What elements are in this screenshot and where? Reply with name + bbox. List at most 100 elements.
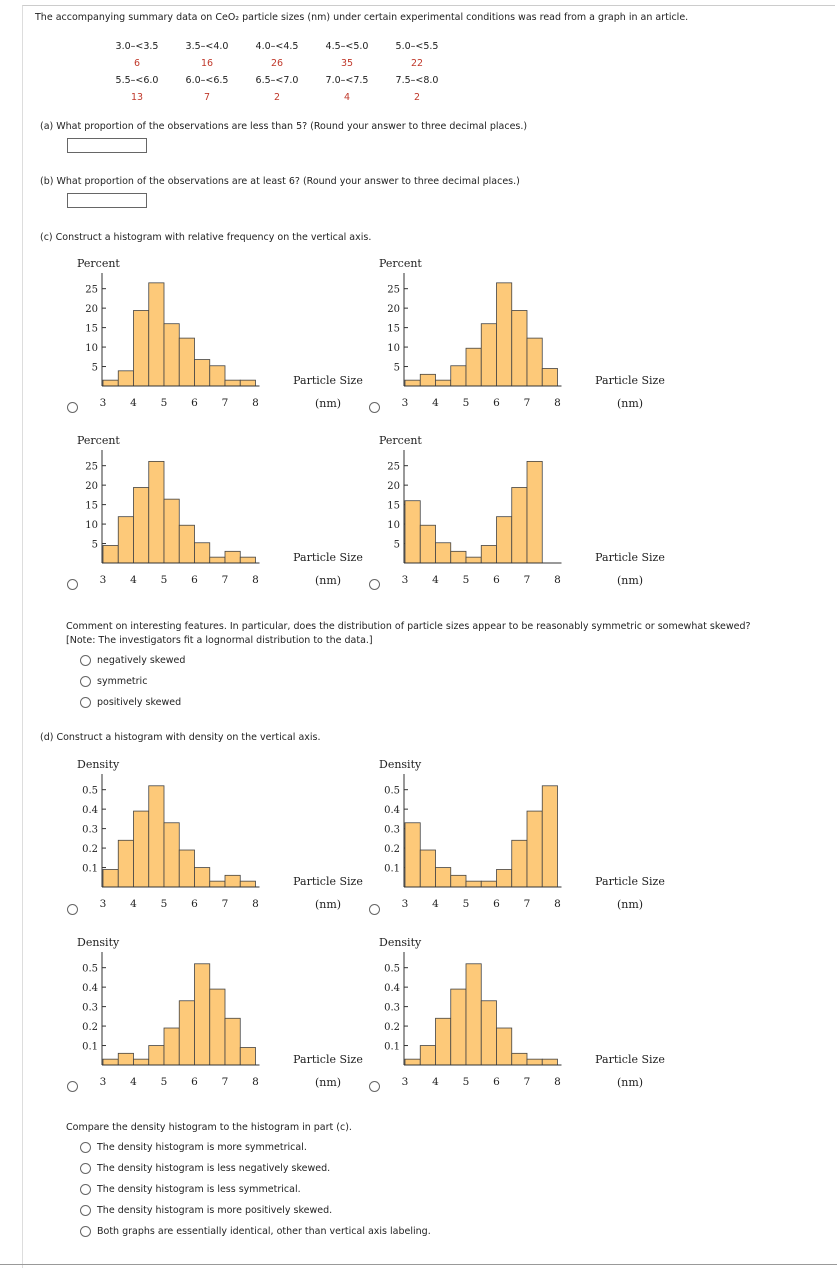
histogram-bar — [117, 516, 134, 564]
y-tick-label: 0.4 — [82, 983, 98, 994]
y-axis-label: Density — [379, 758, 422, 771]
table-row: 6 16 26 35 22 — [102, 55, 452, 72]
chart-d3-radio[interactable] — [67, 1081, 78, 1092]
histogram-bar — [496, 1027, 513, 1066]
histogram-bar — [224, 550, 241, 564]
y-axis-label: Percent — [379, 434, 422, 447]
chart-c1-radio[interactable] — [67, 402, 78, 413]
skew-option-positive[interactable]: positively skewed — [80, 697, 181, 708]
histogram-bar — [480, 1000, 497, 1066]
radio-button[interactable] — [80, 1205, 91, 1216]
x-tick-label: 5 — [161, 397, 168, 409]
chart-c2-radio[interactable] — [369, 402, 380, 413]
y-tick-label: 0.4 — [384, 983, 400, 994]
y-axis-label: Percent — [379, 257, 422, 270]
x-axis-label: Particle Size — [595, 551, 665, 564]
skew-option-symmetric[interactable]: symmetric — [80, 676, 147, 687]
x-tick-label: 7 — [222, 397, 229, 409]
radio-button[interactable] — [80, 655, 91, 666]
chart-d4-radio[interactable] — [369, 1081, 380, 1092]
bin-count: 22 — [410, 58, 424, 69]
bin-count: 6 — [133, 58, 141, 69]
y-axis-label: Density — [77, 758, 120, 771]
histogram-bar — [450, 874, 467, 888]
y-tick-label: 5 — [92, 540, 98, 551]
histogram-bar — [465, 347, 482, 387]
y-tick-label: 25 — [85, 285, 98, 296]
y-tick-label: 0.3 — [384, 1003, 400, 1014]
y-tick-label: 0.1 — [384, 864, 400, 875]
x-tick-label: 5 — [463, 397, 470, 409]
compare-option-2[interactable]: The density histogram is less negatively… — [80, 1163, 330, 1174]
chart-d2-radio[interactable] — [369, 904, 380, 915]
histogram-bar — [163, 1027, 180, 1066]
radio-button[interactable] — [80, 1142, 91, 1153]
x-tick-label: 8 — [554, 397, 561, 409]
x-tick-label: 6 — [191, 898, 198, 910]
x-axis-unit: (nm) — [315, 1076, 341, 1089]
radio-button[interactable] — [80, 676, 91, 687]
part-b-answer-input[interactable] — [67, 193, 147, 208]
histogram-bar — [133, 487, 150, 564]
bin-label: 7.0–<7.5 — [325, 75, 369, 86]
histogram-bar — [511, 1052, 528, 1066]
radio-button[interactable] — [80, 1163, 91, 1174]
radio-button[interactable] — [80, 1184, 91, 1195]
x-tick-label: 3 — [100, 1076, 107, 1088]
histogram-bar — [194, 867, 211, 888]
histogram-bar — [163, 822, 180, 888]
histogram-bar — [148, 282, 165, 387]
compare-option-4[interactable]: The density histogram is more positively… — [80, 1205, 332, 1216]
compare-option-5[interactable]: Both graphs are essentially identical, o… — [80, 1226, 431, 1237]
y-tick-label: 15 — [85, 501, 98, 512]
y-tick-label: 20 — [85, 481, 98, 492]
chart-c3-radio[interactable] — [67, 579, 78, 590]
histogram-svg: Density 0.1 0.2 0.3 0.4 0.5 3 4 5 6 7 8 Particle Siz… — [379, 936, 665, 1089]
histogram-option-c3: Percent 5 10 15 20 25 3 4 5 6 7 8 Particle Size (nm) — [65, 432, 365, 602]
radio-button[interactable] — [80, 697, 91, 708]
histogram-bar — [209, 880, 226, 888]
bin-label: 5.0–<5.5 — [395, 41, 439, 52]
bin-count: 13 — [130, 92, 144, 103]
part-b-question: (b) What proportion of the observations … — [40, 176, 520, 187]
bin-count: 7 — [203, 92, 211, 103]
compare-question: Compare the density histogram to the his… — [66, 1122, 352, 1133]
part-d-question: (d) Construct a histogram with density o… — [40, 732, 321, 743]
histogram-bar — [224, 379, 241, 387]
x-tick-label: 4 — [130, 898, 137, 910]
histogram-bar — [419, 524, 436, 564]
histogram-bar — [480, 323, 497, 387]
x-tick-label: 7 — [524, 1076, 531, 1088]
histogram-bar — [526, 337, 543, 387]
y-tick-label: 0.2 — [82, 844, 98, 855]
x-axis-unit: (nm) — [315, 397, 341, 410]
histogram-bar — [526, 810, 543, 888]
x-axis-unit: (nm) — [617, 397, 643, 410]
y-tick-label: 25 — [85, 462, 98, 473]
histogram-bar — [224, 874, 241, 888]
histogram-option-d4: Density 0.1 0.2 0.3 0.4 0.5 3 4 5 6 7 8 Particle Siz… — [367, 934, 667, 1104]
histogram-bar — [133, 810, 150, 888]
option-label: The density histogram is more symmetrica… — [97, 1142, 307, 1153]
part-a-answer-input[interactable] — [67, 138, 147, 153]
histogram-bar — [239, 556, 256, 564]
chart-c4-radio[interactable] — [369, 579, 380, 590]
x-tick-label: 8 — [252, 574, 259, 586]
histogram-bar — [239, 379, 256, 387]
table-row: 5.5–<6.0 6.0–<6.5 6.5–<7.0 7.0–<7.5 7.5–… — [102, 72, 452, 89]
histogram-bar — [496, 516, 513, 564]
histogram-option-c1: Percent 5 10 15 20 25 3 4 5 6 7 8 Particle Size (nm) — [65, 255, 365, 425]
skew-option-negative[interactable]: negatively skewed — [80, 655, 185, 666]
radio-button[interactable] — [80, 1226, 91, 1237]
compare-option-3[interactable]: The density histogram is less symmetrica… — [80, 1184, 301, 1195]
x-axis-unit: (nm) — [617, 898, 643, 911]
bin-label: 4.5–<5.0 — [325, 41, 369, 52]
histogram-bar — [194, 963, 211, 1066]
compare-option-1[interactable]: The density histogram is more symmetrica… — [80, 1142, 307, 1153]
histogram-bar — [178, 849, 195, 888]
histogram-bar — [435, 867, 452, 888]
chart-d1-radio[interactable] — [67, 904, 78, 915]
y-tick-label: 0.1 — [82, 864, 98, 875]
x-tick-label: 8 — [252, 898, 259, 910]
x-axis-label: Particle Size — [595, 1053, 665, 1066]
